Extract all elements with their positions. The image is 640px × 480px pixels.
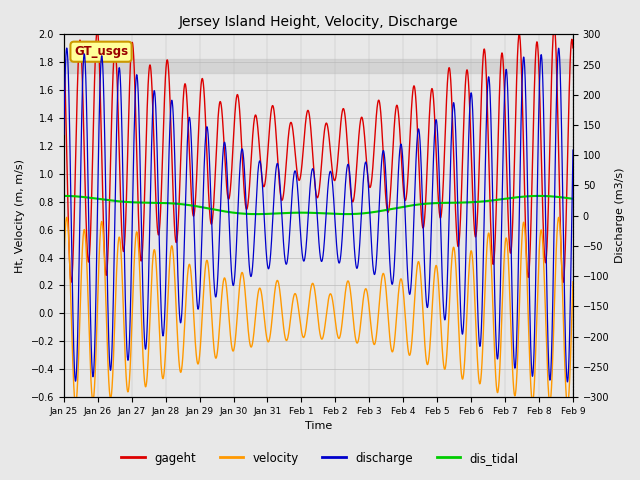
X-axis label: Time: Time [305,421,332,432]
Legend: gageht, velocity, discharge, dis_tidal: gageht, velocity, discharge, dis_tidal [116,447,524,469]
Y-axis label: Discharge (m3/s): Discharge (m3/s) [615,168,625,264]
Y-axis label: Ht, Velocity (m, m/s): Ht, Velocity (m, m/s) [15,159,25,273]
Title: Jersey Island Height, Velocity, Discharge: Jersey Island Height, Velocity, Discharg… [179,15,458,29]
Bar [64,60,573,73]
Text: GT_usgs: GT_usgs [74,45,128,58]
